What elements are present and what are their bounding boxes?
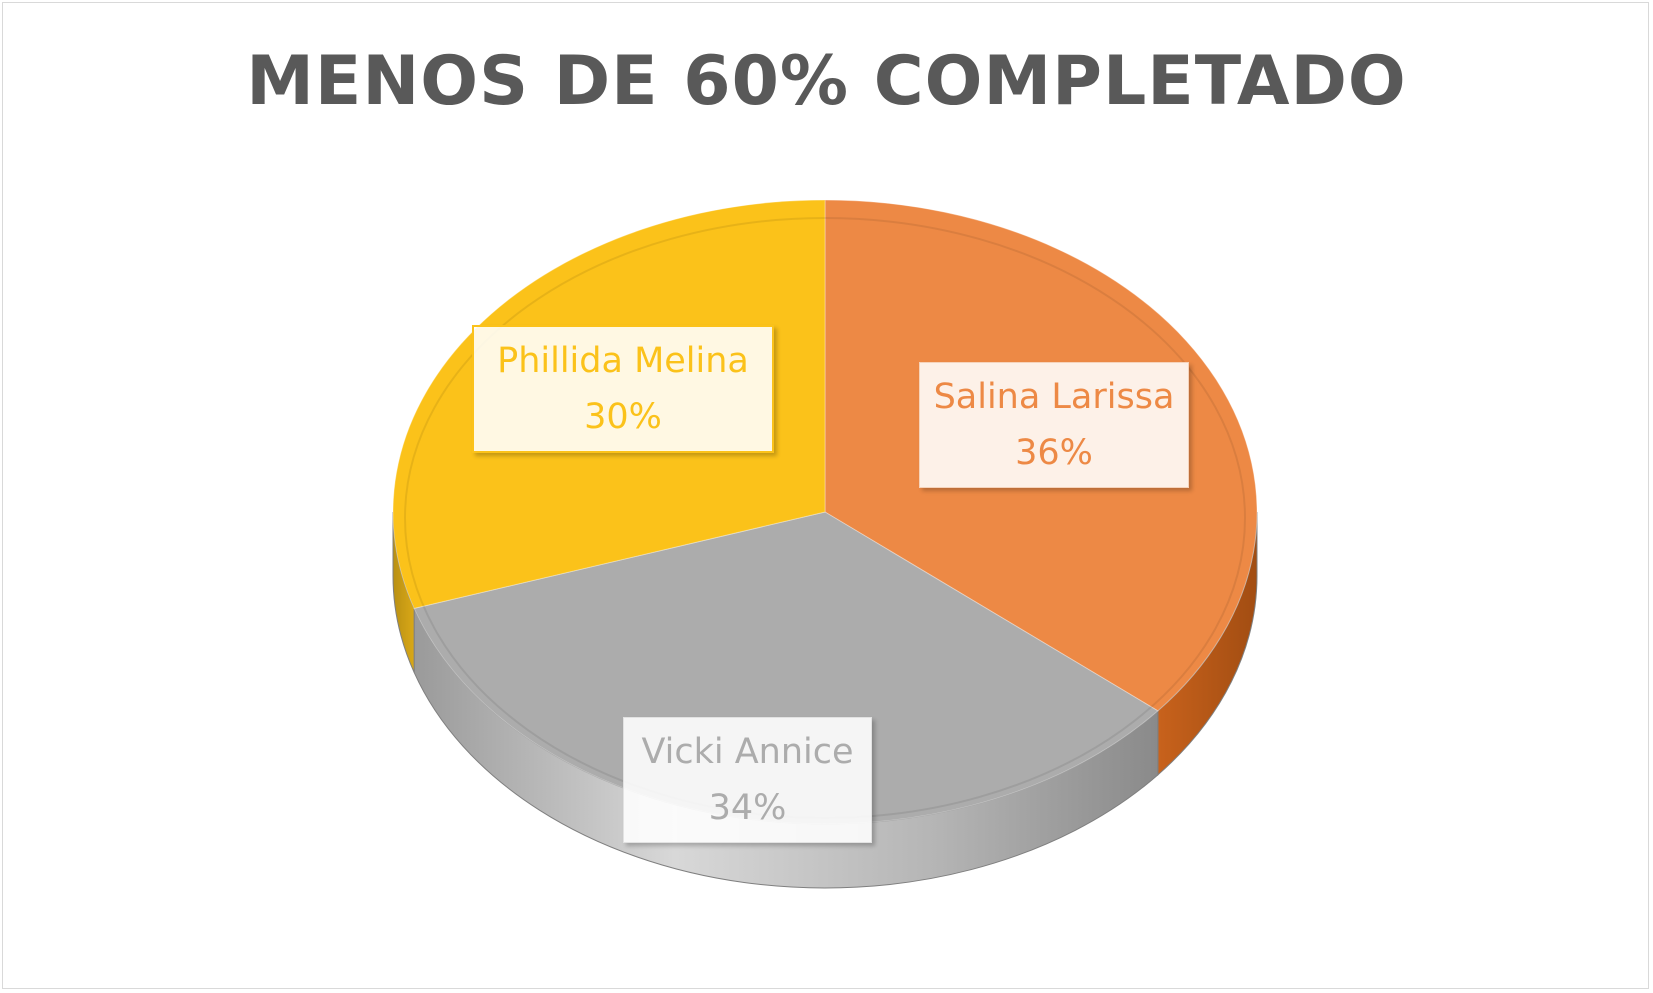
data-label-vicki-annice: Vicki Annice 34% [623,717,872,843]
slice-value-vicki-annice: 34% [708,788,787,828]
slice-name-vicki-annice: Vicki Annice [641,732,854,772]
chart-title: MENOS DE 60% COMPLETADO [246,42,1407,121]
slice-name-phillida-melina: Phillida Melina [497,341,749,381]
slice-value-salina-larissa: 36% [1015,433,1093,473]
slice-value-phillida-melina: 30% [584,397,662,437]
data-label-phillida-melina: Phillida Melina 30% [472,325,774,453]
slice-name-salina-larissa: Salina Larissa [933,377,1175,417]
data-label-salina-larissa: Salina Larissa 36% [919,362,1189,488]
